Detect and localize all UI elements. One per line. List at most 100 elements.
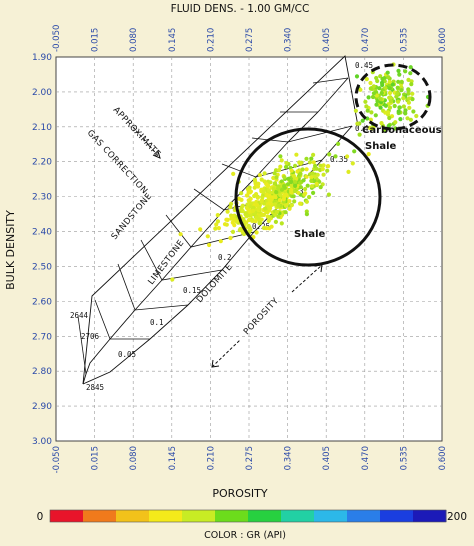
porosity-grid-label: 0.05 [118,350,136,359]
data-point [262,179,267,184]
data-point [251,205,256,210]
data-point [380,76,385,82]
colorbar-frame [49,509,447,523]
data-point [379,121,384,126]
data-point [371,125,376,130]
data-point [379,80,385,85]
data-point [406,91,411,96]
data-point [395,91,400,96]
x-tick-label-bottom: 0.340 [284,446,294,470]
data-point [273,168,279,173]
data-point [408,117,413,122]
data-point [397,105,402,110]
data-point [215,219,221,224]
data-point [403,108,408,113]
gas-correction-arrowhead [152,150,161,159]
data-point [379,90,384,96]
data-point [374,93,379,98]
y-tick-label: 2.40 [32,228,52,238]
x-tick-label-bottom: 0.015 [91,446,101,470]
porosity-grid-label: 2644 [70,311,89,320]
colorbar-segment [380,510,414,522]
porosity-grid-label: 0.4 [355,124,369,133]
data-point [230,220,235,225]
x-tick-label-bottom: 0.145 [168,446,178,470]
porosity-grid-label: 2706 [81,332,100,341]
colorbar-max-label: 200 [447,511,467,523]
data-point [398,117,403,122]
data-point [277,198,282,203]
porosity-connector [117,263,189,311]
colorbar-segment [83,510,117,522]
data-point [228,235,233,241]
data-point [272,181,277,186]
colorbar-segment [215,510,249,522]
data-point [385,110,391,115]
x-tick-label-top: 0.600 [438,28,448,52]
data-point [387,115,392,121]
data-point [268,180,273,185]
data-point [326,192,331,197]
carbonaceous-circle [354,63,432,131]
x-tick-label-top: 0.210 [206,28,216,52]
data-point [273,195,278,200]
data-point [262,171,267,176]
data-point [314,166,319,171]
x-tick-label-top: 0.535 [399,28,409,52]
data-point [309,184,314,189]
data-point [240,203,245,208]
data-point [378,105,383,110]
carbonaceous-label: Carbonaceous [362,125,442,136]
porosity-grid-label: 0.2 [218,253,232,262]
x-axis-label: POROSITY [212,487,268,500]
data-point [298,185,303,190]
data-point [321,172,326,177]
data-point [279,158,284,163]
x-tick-labels-bottom: -0.050 0.015 0.080 0.145 0.210 0.275 0.340 0.40… [52,446,448,473]
data-point [244,220,249,225]
colorbar-min-label: 0 [37,511,44,523]
data-point [228,205,233,210]
data-point [387,79,392,85]
data-point [276,186,281,191]
data-point [365,108,370,113]
x-tick-labels-top: -0.050 0.015 0.080 0.145 0.210 0.275 0.340 0.40… [52,25,448,52]
data-point [407,105,412,110]
data-point [289,203,294,208]
x-tick-label-bottom: 0.210 [206,446,216,470]
colorbar-segment [182,510,216,522]
data-point [406,77,411,82]
data-point [289,179,294,185]
y-tick-label: 1.90 [32,53,52,63]
data-point [294,176,299,181]
data-point [289,183,294,189]
porosity-arrow-upper [291,264,323,293]
data-point [309,178,314,183]
data-point [251,208,256,213]
data-point [213,226,218,231]
limestone-line [82,77,349,385]
data-point [366,95,371,100]
data-point [388,99,394,104]
data-point [278,193,283,198]
data-point [259,217,264,222]
x-tick-label-bottom: 0.535 [399,446,409,470]
data-point [383,103,388,108]
data-point [282,175,287,180]
data-point [387,86,392,91]
data-point [293,180,298,185]
data-point [238,226,243,232]
data-point [224,222,229,227]
data-point [248,213,253,218]
data-point [368,86,373,91]
data-point [245,187,250,192]
x-tick-label-bottom: 0.080 [129,446,139,470]
data-point [373,113,378,118]
data-point [275,209,280,215]
data-point [253,179,258,184]
data-point [279,187,285,192]
data-point [287,206,292,211]
grid-lines [56,57,442,441]
x-tick-label-top: 0.015 [91,28,101,52]
